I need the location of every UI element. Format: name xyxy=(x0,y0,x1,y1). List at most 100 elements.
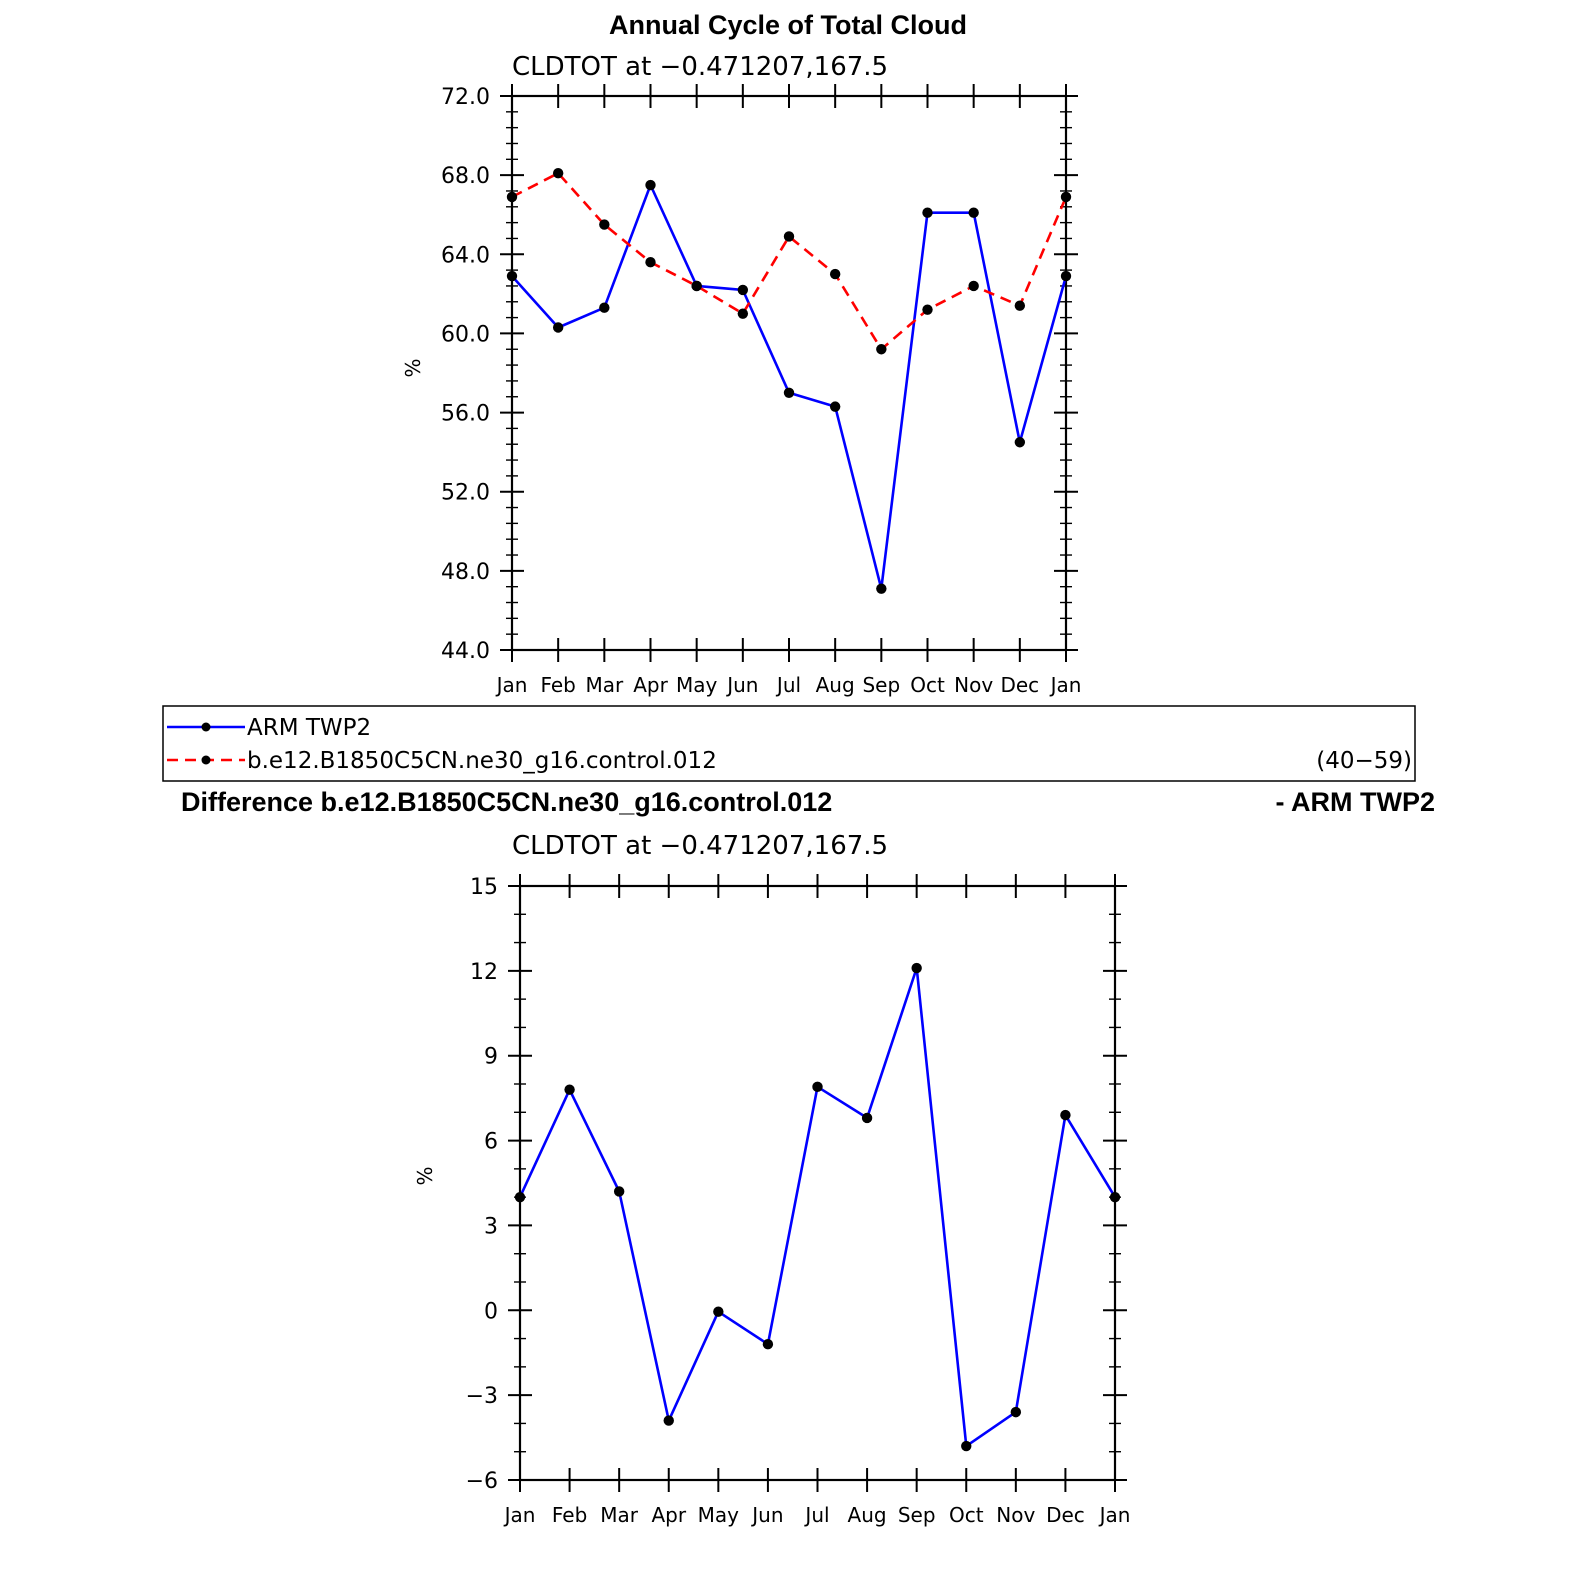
series-0-point xyxy=(599,302,610,313)
legend-marker-model xyxy=(201,755,211,765)
x-tick-label: Dec xyxy=(1000,673,1039,697)
legend-years-note: (40−59) xyxy=(1316,748,1412,774)
series-0-point xyxy=(961,1440,972,1452)
difference-title-suffix: - ARM TWP2 xyxy=(1276,787,1435,817)
difference-plot: −6 −3 0 3 6 9 12 15 Jan Feb Mar Apr May Jun Jul Aug Sep O… xyxy=(466,874,1131,1527)
series-1-point xyxy=(876,344,887,355)
difference-y-axis-label: % xyxy=(413,1166,437,1185)
series-1-point xyxy=(968,280,979,292)
x-tick-label: Jul xyxy=(775,673,801,697)
y-tick-label: 6 xyxy=(484,1130,498,1155)
x-tick-label: Sep xyxy=(898,1503,936,1527)
x-tick-label: Nov xyxy=(996,1503,1035,1527)
x-tick-label: Feb xyxy=(552,1503,587,1527)
plot-frame xyxy=(518,884,1117,1482)
x-tick-label: Jan xyxy=(1098,1503,1131,1527)
series-0-point xyxy=(861,1112,873,1124)
x-tick-label: Mar xyxy=(585,673,624,697)
series-0-point xyxy=(968,207,979,218)
y-tick-label: 64.0 xyxy=(441,243,490,268)
series-0-point xyxy=(1109,1191,1121,1203)
legend-entry-obs: ARM TWP2 xyxy=(247,715,371,741)
legend-marker-obs xyxy=(201,722,211,732)
legend-entry-model: b.e12.B1850C5CN.ne30_g16.control.012 xyxy=(247,748,717,774)
series-1-point xyxy=(506,191,518,203)
y-tick-label: 44.0 xyxy=(441,639,490,664)
series-0-point xyxy=(737,284,749,296)
series-0-point xyxy=(663,1415,674,1426)
series-0-point xyxy=(514,1191,526,1203)
series-0-point xyxy=(713,1306,724,1317)
x-tick-label: Oct xyxy=(910,673,945,697)
y-tick-label: 15 xyxy=(470,875,498,900)
series-line-0 xyxy=(518,966,1117,1448)
series-0-point xyxy=(922,207,933,218)
y-tick-label: 60.0 xyxy=(441,322,490,347)
x-tick-label: Oct xyxy=(949,1503,984,1527)
x-tick-label: May xyxy=(698,1503,740,1527)
series-0-point xyxy=(645,179,656,191)
x-tick-label: Jan xyxy=(1049,673,1082,697)
x-tick-label: Aug xyxy=(848,1503,887,1527)
legend-box xyxy=(162,705,1416,782)
series-0-point xyxy=(911,962,922,974)
series-line-0 xyxy=(511,183,1068,591)
series-1-point xyxy=(783,231,795,242)
x-tick-label: Feb xyxy=(540,673,575,697)
series-0-point xyxy=(1014,437,1026,448)
y-tick-label: 52.0 xyxy=(441,481,490,506)
y-tick-label: 48.0 xyxy=(441,560,490,585)
series-1-point xyxy=(691,280,702,292)
series-1-point xyxy=(1060,191,1072,203)
series-0-point xyxy=(783,387,795,398)
series-1-point xyxy=(552,167,564,179)
series-0-point xyxy=(1010,1406,1022,1418)
x-tick-label: Jan xyxy=(503,1503,536,1527)
x-tick-label: Jun xyxy=(725,673,758,697)
series-0-point xyxy=(1060,1109,1071,1121)
series-0-point xyxy=(613,1186,625,1197)
legend: ARM TWP2 b.e12.B1850C5CN.ne30_g16.contro… xyxy=(162,705,1416,782)
x-tick-label: Dec xyxy=(1046,1503,1085,1527)
chart-subtitle: CLDTOT at −0.471207,167.5 xyxy=(512,52,888,82)
series-1-point xyxy=(922,304,933,315)
x-tick-label: Jul xyxy=(803,1503,829,1527)
series-0-point xyxy=(762,1339,774,1350)
series-0-point xyxy=(564,1084,575,1095)
difference-title: Difference b.e12.B1850C5CN.ne30_g16.cont… xyxy=(181,787,832,817)
x-tick-label: Jun xyxy=(750,1503,783,1527)
y-tick-label: −3 xyxy=(466,1384,498,1409)
series-1-point xyxy=(645,257,656,268)
series-0-point xyxy=(1060,270,1072,282)
x-tick-label: Aug xyxy=(816,673,855,697)
x-tick-label: May xyxy=(676,673,718,697)
y-tick-label: 9 xyxy=(484,1045,498,1070)
y-axis-label: % xyxy=(401,358,425,377)
plot-frame xyxy=(510,94,1068,652)
series-0-point xyxy=(506,270,518,282)
series-1-point xyxy=(599,219,610,230)
x-tick-label: Mar xyxy=(600,1503,639,1527)
series-0-point xyxy=(812,1081,823,1093)
chart-title: Annual Cycle of Total Cloud xyxy=(609,10,967,40)
x-tick-label: Nov xyxy=(954,673,993,697)
y-tick-label: −6 xyxy=(466,1469,498,1494)
y-tick-label: 3 xyxy=(484,1214,498,1239)
x-tick-label: Apr xyxy=(633,673,668,697)
y-tick-label: 72.0 xyxy=(441,85,490,110)
series-0-point xyxy=(829,401,841,412)
y-tick-label: 12 xyxy=(470,960,498,985)
y-tick-label: 0 xyxy=(484,1299,498,1324)
series-1-point xyxy=(737,308,749,319)
annual-cycle-plot: 44.0 48.0 52.0 56.0 60.0 64.0 68.0 72.0 Jan Feb Ma… xyxy=(441,84,1081,697)
x-tick-label: Jan xyxy=(495,673,528,697)
series-0-point xyxy=(876,583,887,594)
series-1-point xyxy=(1014,300,1026,311)
y-tick-label: 68.0 xyxy=(441,164,490,189)
difference-subtitle: CLDTOT at −0.471207,167.5 xyxy=(512,831,888,861)
x-tick-label: Sep xyxy=(862,673,900,697)
x-tick-label: Apr xyxy=(651,1503,686,1527)
series-1-point xyxy=(829,268,841,280)
y-tick-label: 56.0 xyxy=(441,402,490,427)
